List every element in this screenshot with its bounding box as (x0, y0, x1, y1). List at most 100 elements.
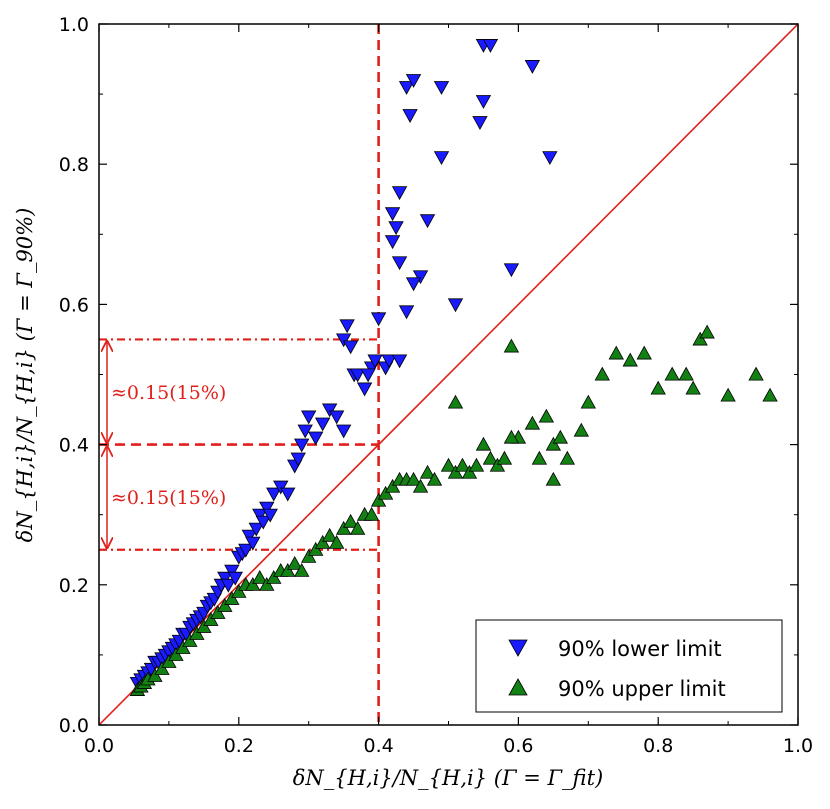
lower-limit-point-34 (248, 522, 264, 537)
lower-limit-point-63 (388, 221, 404, 236)
upper-limit-point-78 (545, 471, 562, 486)
upper-limit-point-23 (280, 562, 296, 577)
upper-limit-point-42 (412, 478, 429, 493)
lower-limit-point-51 (335, 424, 352, 439)
annotation-text-1: ≈0.15(15%) (111, 487, 226, 509)
upper-limit-point-67 (664, 366, 680, 381)
upper-limit-point-9 (182, 633, 198, 647)
y-tick-label-2: 0.4 (59, 435, 89, 457)
upper-limit-point-60 (559, 450, 576, 465)
upper-limit-point-16 (231, 583, 247, 598)
lower-limit-point-32 (241, 529, 257, 544)
lower-limit-point-86 (391, 354, 408, 369)
lower-limit-point-82 (524, 60, 541, 74)
upper-limit-point-13 (210, 605, 226, 619)
y-tick-label-0: 0.0 (59, 715, 89, 737)
lower-limit-point-65 (398, 305, 415, 320)
upper-limit-point-15 (224, 590, 240, 605)
legend-label-upper: 90% upper limit (558, 677, 726, 701)
lower-limit-point-73 (402, 109, 418, 123)
upper-limit-point-21 (266, 569, 282, 584)
diagonal-line (99, 24, 798, 725)
x-tick-label-3: 0.6 (503, 735, 533, 757)
upper-limit-point-50 (475, 436, 492, 451)
x-tick-label-5: 1.0 (783, 735, 813, 757)
upper-limit-point-32 (342, 513, 359, 528)
lower-limit-point-25 (217, 571, 233, 586)
upper-limit-point-8 (175, 640, 191, 654)
y-tick-label-5: 1.0 (59, 14, 89, 36)
lower-limit-point-33 (245, 536, 261, 551)
upper-limit-point-68 (678, 366, 694, 381)
lower-limit-point-54 (342, 340, 359, 355)
upper-limit-point-24 (287, 555, 303, 570)
upper-limit-point-61 (580, 394, 596, 409)
y-tick-label-3: 0.6 (59, 294, 89, 316)
lower-limit-point-45 (297, 424, 313, 439)
upper-limit-point-72 (720, 387, 736, 402)
lower-limit-point-79 (475, 95, 492, 109)
lower-limit-point-75 (433, 151, 450, 166)
y-tick-label-1: 0.2 (59, 575, 89, 597)
upper-limit-point-46 (447, 464, 464, 479)
upper-limit-point-37 (377, 485, 394, 500)
lower-limit-point-76 (447, 298, 464, 313)
lower-limit-point-46 (301, 410, 317, 425)
upper-limit-point-52 (489, 457, 506, 472)
lower-limit-point-84 (367, 354, 383, 369)
upper-limit-point-76 (503, 429, 520, 444)
lower-limit-point-36 (255, 515, 271, 530)
upper-limit-point-25 (294, 562, 310, 577)
upper-limit-point-64 (622, 352, 638, 367)
lower-limit-point-44 (294, 438, 310, 453)
lower-limit-point-47 (308, 431, 324, 446)
upper-limit-point-18 (245, 576, 261, 591)
lower-limit-point-67 (391, 186, 408, 201)
upper-limit-point-10 (189, 626, 205, 640)
upper-limit-point-58 (545, 436, 562, 451)
lower-limit-point-27 (224, 564, 240, 579)
upper-limit-point-11 (196, 619, 212, 633)
lower-limit-point-52 (335, 333, 352, 348)
lower-limit-point-69 (412, 270, 429, 285)
lower-limit-point-78 (482, 39, 499, 53)
upper-limit-point-63 (608, 345, 624, 360)
lower-limit-point-71 (398, 81, 415, 95)
lower-limit-point-83 (542, 151, 558, 166)
upper-limit-point-19 (252, 569, 268, 584)
legend-label-lower: 90% lower limit (558, 637, 722, 661)
upper-limit-point-20 (259, 576, 275, 591)
upper-limit-point-59 (552, 429, 569, 444)
upper-limit-point-31 (335, 520, 352, 535)
upper-limit-point-53 (496, 450, 513, 465)
lower-limit-point-66 (384, 207, 401, 222)
upper-limit-point-28 (315, 534, 331, 549)
upper-limit-point-49 (468, 457, 485, 472)
upper-limit-point-12 (203, 612, 219, 626)
upper-limit-point-30 (328, 534, 345, 549)
upper-limit-point-36 (370, 492, 387, 507)
upper-limit-point-54 (503, 338, 520, 353)
lower-limit-point-64 (391, 256, 408, 271)
upper-limit-point-74 (762, 387, 778, 402)
upper-limit-point-65 (636, 345, 652, 360)
upper-limit-point-51 (482, 450, 499, 465)
upper-limit-point-4 (147, 668, 163, 682)
lower-limit-point-61 (381, 354, 397, 369)
lower-limit-point-62 (384, 235, 401, 250)
lower-limit-point-28 (227, 571, 243, 586)
lower-limit-point-48 (315, 417, 331, 432)
upper-limit-point-38 (384, 478, 401, 493)
lower-limit-point-80 (472, 116, 488, 130)
upper-limit-point-66 (650, 380, 666, 395)
annotation-text-0: ≈0.15(15%) (111, 382, 226, 404)
upper-limit-point-29 (321, 527, 338, 542)
lower-limit-point-49 (321, 403, 338, 418)
legend: 90% lower limit 90% upper limit (475, 619, 783, 713)
upper-limit-point-79 (573, 422, 589, 437)
upper-limit-point-71 (699, 324, 715, 339)
lower-limit-point-53 (339, 319, 355, 334)
y-tick-label-4: 0.8 (59, 154, 89, 176)
upper-limit-point-5 (154, 661, 170, 675)
